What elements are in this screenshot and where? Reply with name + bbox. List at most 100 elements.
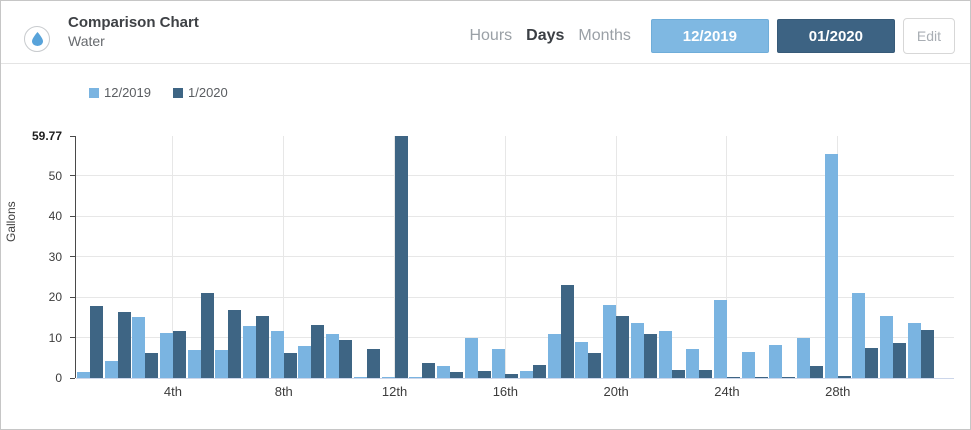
- bar-12-2019-day1[interactable]: [76, 372, 90, 378]
- bar-12-2019-day8[interactable]: [270, 331, 284, 378]
- bar-12-2019-day20[interactable]: [603, 305, 617, 378]
- bar-1-2020-day31[interactable]: [920, 330, 934, 378]
- bar-12-2019-day7[interactable]: [243, 326, 257, 378]
- legend-swatch: [89, 87, 99, 98]
- bar-1-2020-day13[interactable]: [422, 363, 436, 378]
- y-axis-tick: [70, 256, 75, 258]
- bar-12-2019-day12[interactable]: [381, 377, 395, 378]
- water-drop-icon: [24, 26, 50, 52]
- header-controls: Hours Days Months 12/2019 01/2020 Edit: [469, 18, 955, 54]
- bar-12-2019-day6[interactable]: [215, 350, 229, 378]
- page-title: Comparison Chart: [68, 14, 199, 31]
- bar-1-2020-day25[interactable]: [754, 377, 768, 378]
- bar-12-2019-day13[interactable]: [409, 377, 423, 378]
- bar-12-2019-day4[interactable]: [159, 333, 173, 378]
- bar-1-2020-day4[interactable]: [172, 331, 186, 378]
- water-drop-glyph: [31, 32, 43, 46]
- bar-12-2019-day21[interactable]: [630, 323, 644, 378]
- period-tab-days[interactable]: Days: [526, 27, 565, 44]
- y-axis-tick: [70, 135, 75, 137]
- bar-1-2020-day24[interactable]: [726, 377, 740, 378]
- bar-12-2019-day31[interactable]: [907, 323, 921, 378]
- bar-12-2019-day17[interactable]: [520, 371, 534, 378]
- h-gridline: [76, 256, 954, 258]
- x-tick-label: 12th: [381, 384, 408, 399]
- y-axis-title: Gallons: [4, 201, 18, 242]
- chart-legend: 12/2019 1/2020: [89, 85, 228, 100]
- h-gridline: [76, 296, 954, 298]
- y-max-label: 59.77: [31, 129, 62, 143]
- bar-12-2019-day2[interactable]: [104, 361, 118, 378]
- bar-12-2019-day15[interactable]: [464, 338, 478, 378]
- bar-12-2019-day29[interactable]: [852, 293, 866, 378]
- bar-12-2019-day9[interactable]: [298, 346, 312, 378]
- y-axis-line: [75, 136, 76, 378]
- legend-swatch: [173, 87, 183, 98]
- range-button-secondary[interactable]: 01/2020: [776, 19, 895, 53]
- legend-item[interactable]: 12/2019: [89, 85, 151, 100]
- bar-12-2019-day3[interactable]: [132, 317, 146, 378]
- bar-1-2020-day3[interactable]: [145, 353, 159, 378]
- bar-12-2019-day19[interactable]: [575, 342, 589, 378]
- range-button-primary[interactable]: 12/2019: [650, 19, 769, 53]
- bar-1-2020-day12[interactable]: [394, 136, 408, 378]
- bar-1-2020-day8[interactable]: [283, 353, 297, 378]
- edit-button[interactable]: Edit: [902, 18, 955, 54]
- bar-1-2020-day19[interactable]: [588, 353, 602, 378]
- bar-1-2020-day28[interactable]: [837, 376, 851, 378]
- y-axis-tick: [70, 296, 75, 298]
- bar-1-2020-day17[interactable]: [533, 365, 547, 378]
- bar-1-2020-day6[interactable]: [228, 310, 242, 378]
- bar-1-2020-day14[interactable]: [449, 372, 463, 378]
- bar-1-2020-day22[interactable]: [671, 370, 685, 378]
- bar-1-2020-day29[interactable]: [865, 348, 879, 378]
- v-gridline: [504, 136, 506, 378]
- bar-12-2019-day16[interactable]: [492, 349, 506, 378]
- bar-12-2019-day18[interactable]: [547, 334, 561, 378]
- bar-12-2019-day30[interactable]: [880, 316, 894, 378]
- bar-1-2020-day11[interactable]: [366, 349, 380, 378]
- bar-1-2020-day1[interactable]: [89, 306, 103, 378]
- bar-1-2020-day30[interactable]: [893, 343, 907, 378]
- bar-1-2020-day9[interactable]: [311, 325, 325, 378]
- bar-1-2020-day20[interactable]: [616, 316, 630, 378]
- bar-12-2019-day27[interactable]: [797, 338, 811, 378]
- x-tick-label: 4th: [163, 384, 182, 399]
- plot-area: [70, 135, 954, 379]
- chart-region: 12/2019 1/2020 Gallons 0 10 20 30 40 50 59.77 4t…: [1, 64, 970, 429]
- legend-item[interactable]: 1/2020: [173, 85, 228, 100]
- bar-12-2019-day5[interactable]: [187, 350, 201, 378]
- x-axis-line: [76, 378, 954, 379]
- bar-1-2020-day15[interactable]: [477, 371, 491, 378]
- bar-1-2020-day18[interactable]: [560, 285, 574, 378]
- bar-12-2019-day11[interactable]: [353, 377, 367, 378]
- y-tick-label: 40: [48, 209, 62, 224]
- bar-1-2020-day26[interactable]: [782, 377, 796, 378]
- bar-1-2020-day21[interactable]: [643, 334, 657, 378]
- bar-1-2020-day7[interactable]: [256, 316, 270, 378]
- bar-12-2019-day28[interactable]: [824, 154, 838, 378]
- bar-12-2019-day22[interactable]: [658, 331, 672, 378]
- bar-12-2019-day10[interactable]: [326, 334, 340, 378]
- bar-12-2019-day14[interactable]: [436, 366, 450, 378]
- y-tick-label: 20: [48, 290, 62, 305]
- y-tick-label: 10: [48, 330, 62, 345]
- bar-1-2020-day27[interactable]: [810, 366, 824, 378]
- x-tick-label: 20th: [603, 384, 629, 399]
- y-tick-label: 0: [55, 371, 62, 385]
- v-gridline: [283, 136, 285, 378]
- bar-12-2019-day25[interactable]: [741, 352, 755, 378]
- bar-1-2020-day5[interactable]: [200, 293, 214, 378]
- bar-12-2019-day23[interactable]: [686, 349, 700, 378]
- legend-label: 12/2019: [104, 85, 151, 100]
- y-tick-label: 30: [48, 249, 62, 264]
- bar-1-2020-day16[interactable]: [505, 374, 519, 378]
- bar-1-2020-day23[interactable]: [699, 370, 713, 378]
- bar-1-2020-day10[interactable]: [339, 340, 353, 378]
- bar-12-2019-day24[interactable]: [713, 300, 727, 378]
- bar-12-2019-day26[interactable]: [769, 345, 783, 378]
- period-tab-months[interactable]: Months: [578, 27, 631, 44]
- period-tab-hours[interactable]: Hours: [469, 27, 513, 44]
- y-axis-tick: [70, 175, 75, 177]
- bar-1-2020-day2[interactable]: [117, 312, 131, 378]
